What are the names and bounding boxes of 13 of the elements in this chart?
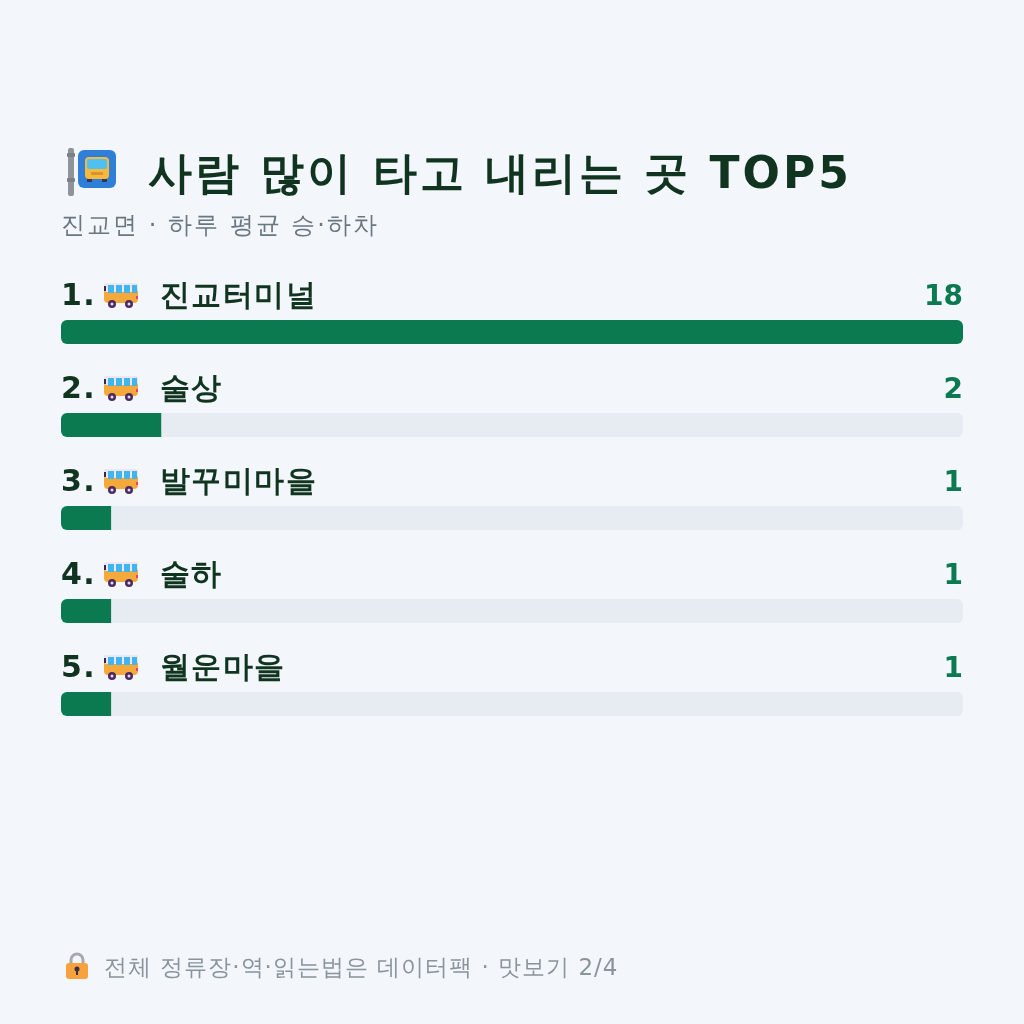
chart-title: 사람 많이 타고 내리는 곳 TOP5 — [148, 147, 852, 198]
chart-subtitle: 진교면 · 하루 평균 승·하차 — [61, 211, 379, 239]
text: 전체 정류장·역·읽는법은 데이터팩 · 맛보기 2/4 — [104, 954, 619, 980]
category-label: 3. 발꾸미마을 — [61, 463, 318, 498]
data-label: 1 — [943, 558, 963, 591]
category-label: 4. 술하 — [61, 556, 223, 591]
category-label: 1. 진교터미널 — [61, 277, 318, 312]
data-label: 2 — [943, 372, 963, 405]
category-label: 2. 술상 — [61, 370, 223, 405]
data-label: 1 — [943, 651, 963, 684]
category-label: 5. 월운마을 — [61, 649, 286, 684]
data-label: 18 — [924, 279, 963, 312]
data-label: 1 — [943, 465, 963, 498]
